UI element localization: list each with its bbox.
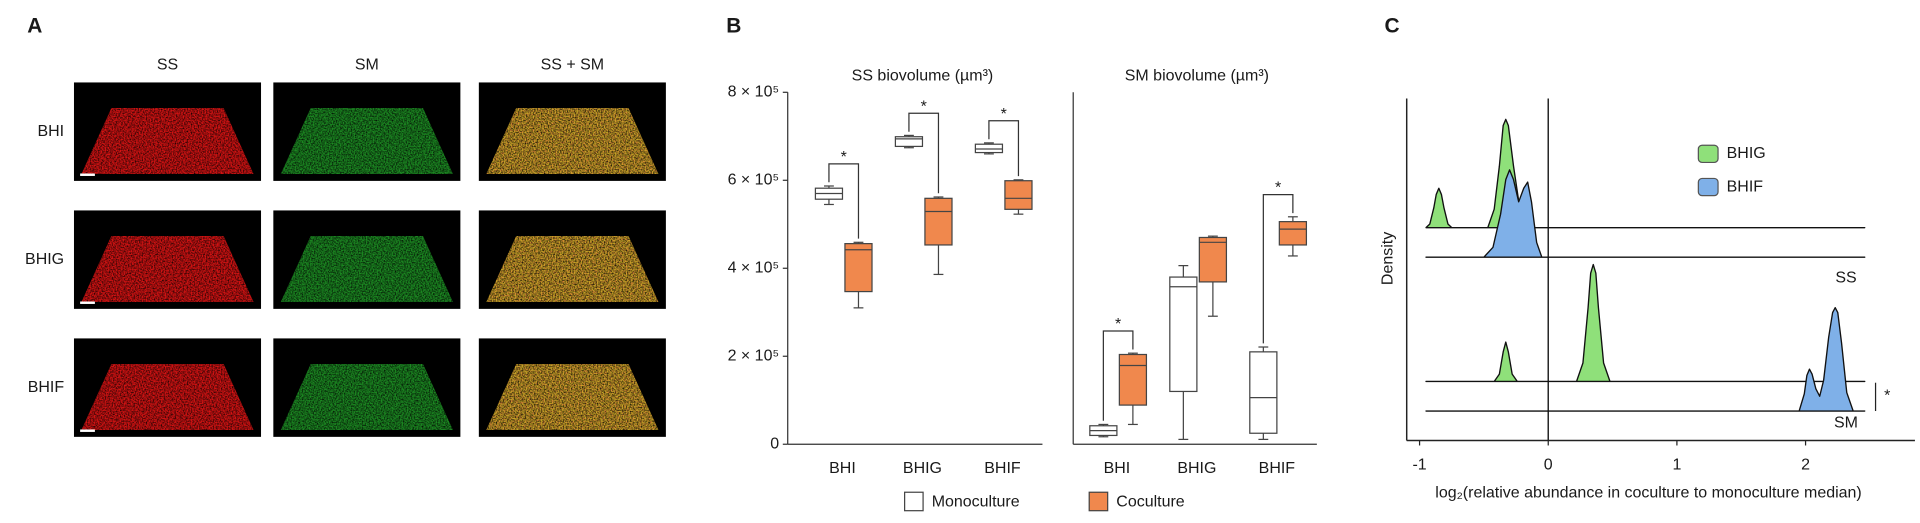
x-tick-label: BHI xyxy=(829,460,856,477)
significance-label: * xyxy=(1001,106,1007,123)
box xyxy=(1169,276,1198,393)
y-tick-label: 4 × 10⁵ xyxy=(728,259,780,276)
box xyxy=(1278,221,1308,246)
legend-swatch xyxy=(1697,144,1719,164)
legend-label: BHIG xyxy=(1727,145,1766,162)
box xyxy=(1198,236,1228,283)
significance-label: * xyxy=(1884,387,1890,404)
x-tick-label: 2 xyxy=(1801,456,1810,473)
legend-label: BHIF xyxy=(1727,178,1764,195)
x-tick-label: BHIG xyxy=(903,460,942,477)
biofilm-texture xyxy=(486,236,659,302)
biofilm-texture xyxy=(280,236,453,302)
box xyxy=(844,243,873,293)
significance-bracket xyxy=(828,163,860,239)
biofilm-texture xyxy=(81,364,254,430)
significance-bracket xyxy=(1262,194,1294,344)
significance-label: * xyxy=(841,149,847,166)
density-curve xyxy=(1425,118,1866,229)
y-tick-label: 6 × 10⁵ xyxy=(728,171,780,188)
legend-label: Coculture xyxy=(1116,493,1185,510)
x-tick-label: -1 xyxy=(1412,456,1426,473)
x-tick-label: BHIF xyxy=(1259,460,1296,477)
y-tick-label: 0 xyxy=(770,435,779,452)
legend-swatch xyxy=(904,491,924,512)
box xyxy=(1249,351,1278,434)
significance-label: * xyxy=(1275,180,1281,197)
legend-swatch xyxy=(1697,177,1719,197)
box xyxy=(924,197,953,246)
biofilm-texture xyxy=(486,364,659,430)
chart-title: SM biovolume (µm³) xyxy=(1125,68,1269,85)
density-curve xyxy=(1425,306,1866,412)
significance-label: * xyxy=(1115,316,1121,333)
column-label: SM xyxy=(355,56,379,73)
significance-label: * xyxy=(921,98,927,115)
x-tick-label: 1 xyxy=(1672,456,1681,473)
box xyxy=(974,143,1004,154)
group-label: SS xyxy=(1835,269,1856,286)
biofilm-texture xyxy=(280,108,453,175)
column-label: SS xyxy=(157,56,178,73)
row-label: BHIF xyxy=(28,379,65,396)
panel-label: B xyxy=(726,15,741,38)
panel-label: C xyxy=(1385,15,1400,38)
legend-label: Monoculture xyxy=(932,493,1020,510)
row-label: BHIG xyxy=(25,251,64,268)
group-label: SM xyxy=(1834,415,1858,432)
biofilm-texture xyxy=(280,364,453,430)
x-axis-label: log₂(relative abundance in coculture to … xyxy=(1435,485,1861,502)
biofilm-texture xyxy=(486,108,659,175)
x-tick-label: BHI xyxy=(1104,460,1131,477)
panel-label: A xyxy=(27,15,42,38)
significance-bracket xyxy=(988,120,1020,177)
row-label: BHI xyxy=(37,123,64,140)
box xyxy=(1118,353,1148,406)
x-tick-label: BHIF xyxy=(984,460,1021,477)
y-axis-label: Density xyxy=(1379,232,1396,285)
box xyxy=(894,136,924,148)
y-tick-label: 2 × 10⁵ xyxy=(728,347,780,364)
column-label: SS + SM xyxy=(541,56,605,73)
legend-swatch xyxy=(1088,491,1109,512)
density-curve xyxy=(1425,263,1866,383)
chart-title: SS biovolume (µm³) xyxy=(852,68,994,85)
density-curve xyxy=(1425,169,1866,258)
significance-bracket xyxy=(1102,330,1134,421)
y-tick-label: 8 × 10⁵ xyxy=(728,84,780,101)
x-tick-label: BHIG xyxy=(1177,460,1216,477)
biofilm-texture xyxy=(81,108,254,175)
biofilm-texture xyxy=(81,236,254,302)
box xyxy=(1004,180,1033,210)
x-tick-label: 0 xyxy=(1544,456,1553,473)
significance-bracket xyxy=(908,112,940,194)
